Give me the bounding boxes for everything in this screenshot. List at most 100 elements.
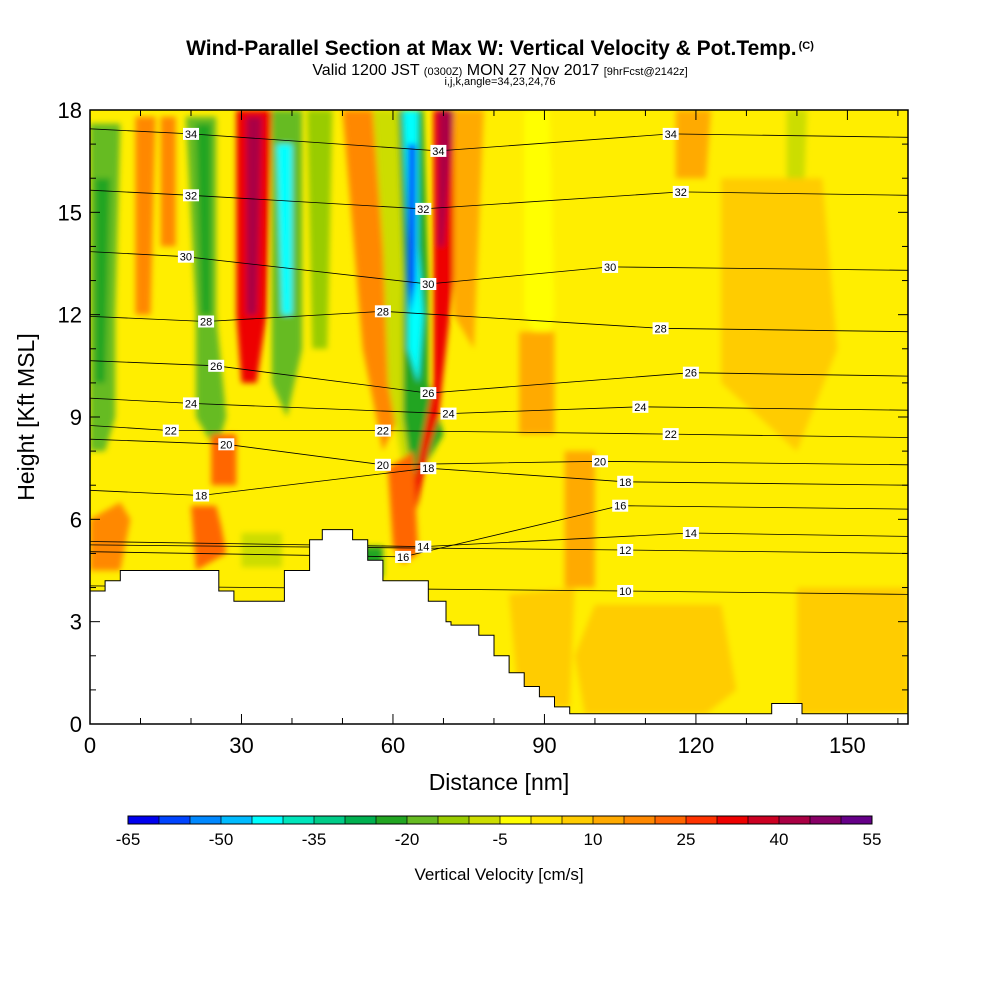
y-tick-label: 12 — [58, 303, 82, 328]
contour-label-box — [395, 550, 412, 563]
valid-time-utc: (0300Z) — [423, 66, 463, 78]
valid-time: Valid 1200 JST — [312, 62, 420, 79]
contour-label: 26 — [420, 387, 437, 400]
x-tick-label: 30 — [229, 733, 253, 758]
contour-label-box — [682, 527, 699, 539]
velocity-feature — [675, 110, 712, 179]
x-tick-label: 60 — [381, 733, 405, 758]
contour-label-text: 28 — [377, 306, 389, 318]
contour-label-box — [162, 424, 179, 437]
contour-label: 32 — [672, 185, 689, 199]
y-tick-label: 3 — [70, 610, 82, 635]
contour-label-box — [617, 544, 634, 556]
contour-label-box — [420, 387, 437, 400]
velocity-feature — [574, 604, 737, 714]
contour-label-text: 22 — [665, 429, 677, 441]
velocity-feature — [387, 451, 419, 564]
contour-label: 20 — [218, 438, 235, 451]
contour-label-box — [617, 475, 634, 488]
velocity-feature — [721, 178, 838, 452]
contour-label: 20 — [374, 458, 391, 472]
contour-label-box — [415, 540, 432, 553]
contour-label-text: 26 — [210, 361, 222, 373]
contour-label-text: 30 — [180, 252, 192, 264]
velocity-feature — [196, 123, 212, 315]
contour-label-box — [592, 455, 608, 468]
colorbar-swatch — [748, 816, 780, 824]
velocity-feature — [564, 451, 595, 588]
contour-label: 34 — [662, 127, 679, 141]
contour-label-box — [652, 322, 669, 335]
colorbar-swatch — [252, 816, 284, 824]
contour-label: 28 — [374, 305, 391, 318]
x-tick-label: 90 — [532, 733, 556, 758]
colorbar-swatch — [221, 816, 253, 824]
contour-label-box — [183, 189, 199, 202]
contour-label: 12 — [617, 544, 634, 557]
contour-label-text: 26 — [422, 388, 434, 400]
contour-label-box — [430, 144, 447, 157]
colorbar: -65 -50 -35 -20 -5 10 25 40 55 — [116, 815, 881, 849]
colorbar-swatch — [779, 816, 811, 824]
theta-contour-16 — [90, 505, 908, 558]
colorbar-swatch — [624, 816, 656, 824]
contour-label: 24 — [632, 400, 649, 414]
y-tick-label: 18 — [58, 98, 82, 123]
colorbar-swatch — [314, 816, 346, 824]
contour-label-text: 32 — [185, 190, 197, 202]
contour-label-text: 28 — [200, 317, 212, 329]
contour-label-text: 16 — [397, 552, 409, 564]
velocity-feature — [307, 110, 333, 349]
terrain-mask — [89, 529, 909, 725]
contour-label: 24 — [183, 397, 199, 410]
colorbar-tick-label: 25 — [677, 830, 696, 849]
contour-label-text: 20 — [594, 456, 606, 468]
chart-subtitle: Valid 1200 JST (0300Z) MON 27 Nov 2017 [… — [0, 62, 1000, 80]
contour-label: 14 — [415, 540, 432, 554]
valid-date: MON 27 Nov 2017 — [466, 62, 600, 79]
contour-label-text: 14 — [685, 528, 697, 540]
contour-label-text: 26 — [685, 368, 697, 380]
contour-label: 22 — [374, 424, 391, 438]
colorbar-title: Vertical Velocity [cm/s] — [414, 865, 583, 884]
contour-label: 28 — [198, 315, 215, 329]
contour-label: 22 — [162, 424, 179, 438]
contour-label: 30 — [420, 278, 437, 291]
theta-contour-labels: 34 34 34 32 32 32 30 30 30 28 28 28 26 26 26 24 24 24 22 22… — [162, 127, 699, 598]
contour-label: 26 — [208, 359, 225, 373]
colorbar-swatch — [407, 816, 439, 824]
colorbar-swatch — [593, 816, 625, 824]
contour-label-text: 24 — [185, 398, 197, 410]
contour-label-box — [672, 185, 689, 198]
contour-label: 18 — [193, 489, 210, 503]
velocity-feature — [524, 110, 555, 349]
y-tick-label: 6 — [70, 507, 82, 532]
colorbar-tick-label: -65 — [116, 830, 141, 849]
colorbar-tick-label: -5 — [492, 830, 507, 849]
forecast-info: [9hrFcst@2142z] — [603, 66, 688, 78]
chart-subtitle-2: i,j,k,angle=34,23,24,76 — [444, 76, 556, 88]
velocity-feature — [241, 533, 282, 568]
x-tick-label: 0 — [84, 733, 96, 758]
contour-label-text: 30 — [604, 262, 616, 274]
colorbar-swatch — [562, 816, 594, 824]
contour-label-text: 24 — [442, 409, 454, 421]
velocity-feature — [246, 116, 262, 315]
contour-label-text: 22 — [377, 426, 389, 438]
velocity-feature — [160, 116, 176, 247]
velocity-feature — [796, 587, 908, 714]
contour-label: 26 — [682, 366, 699, 380]
y-tick-label: 9 — [70, 405, 82, 430]
velocity-feature — [519, 331, 555, 435]
contour-label-text: 18 — [422, 463, 434, 475]
velocity-feature — [95, 178, 111, 383]
colorbar-swatch — [159, 816, 191, 824]
contour-label: 30 — [602, 260, 619, 274]
colorbar-swatch — [655, 816, 687, 824]
contour-label-text: 32 — [417, 204, 429, 216]
contour-label-box — [183, 397, 199, 410]
contour-label-box — [420, 278, 437, 290]
contour-label-text: 34 — [185, 129, 197, 141]
contour-label: 32 — [415, 202, 432, 216]
contour-label-box — [440, 407, 457, 420]
